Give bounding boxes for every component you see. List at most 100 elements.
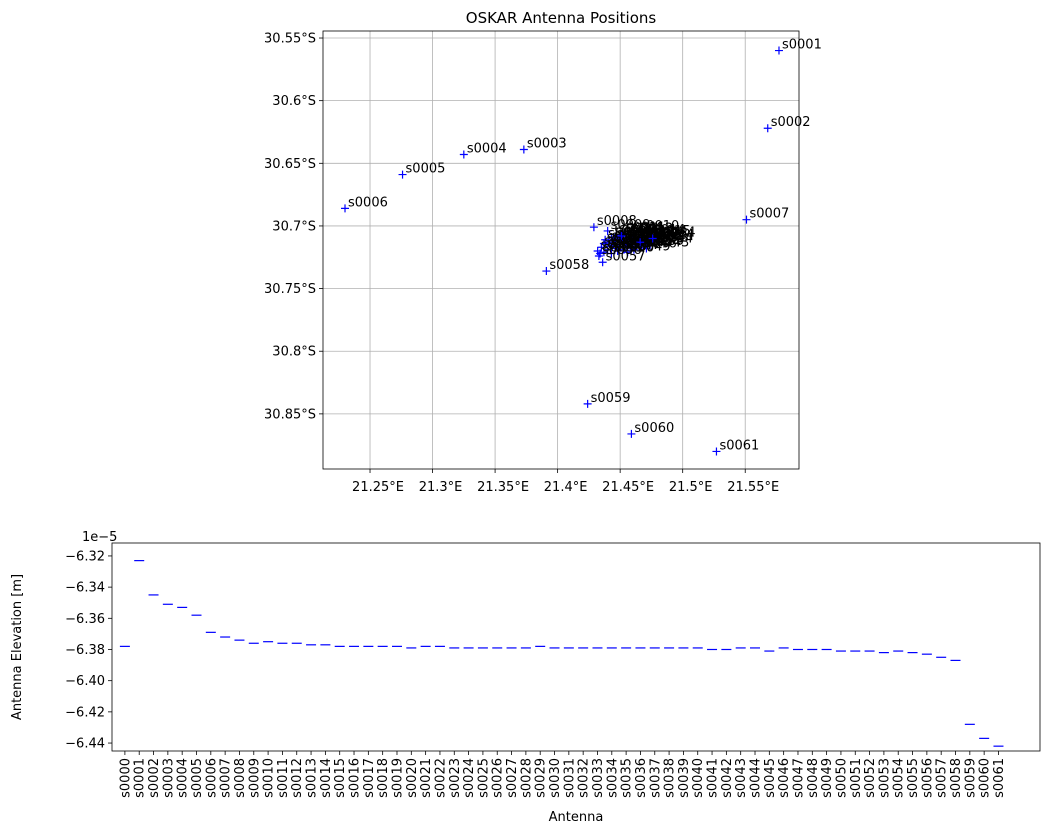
x-tick-label: s0043: [734, 758, 749, 798]
point-label: s0060: [634, 421, 674, 436]
x-tick-label: s0052: [863, 758, 878, 798]
point-label: s0015: [651, 224, 691, 239]
x-tick-label: s0053: [877, 758, 892, 798]
marker: [607, 249, 616, 258]
point-label: s0028: [642, 229, 682, 244]
x-tick-label: s0010: [262, 758, 277, 798]
x-tick-label: 21.25°E: [352, 480, 404, 495]
x-tick-label: s0006: [204, 758, 219, 798]
x-tick-label: s0037: [648, 758, 663, 798]
x-tick-label: s0022: [433, 758, 448, 798]
x-tick-label: s0059: [963, 758, 978, 798]
x-tick-label: s0017: [362, 758, 377, 798]
point-label: s0061: [719, 438, 759, 453]
marker: [599, 248, 608, 257]
marker: [542, 267, 551, 276]
point-label: s0056: [602, 243, 642, 258]
y-tick-label: 30.65°S: [264, 157, 316, 172]
x-tick-label: s0000: [118, 758, 133, 798]
x-tick-label: s0050: [834, 758, 849, 798]
x-tick-label: 21.55°E: [727, 480, 779, 495]
x-tick-label: s0025: [476, 758, 491, 798]
x-tick-label: s0002: [147, 758, 162, 798]
point-label: s0043: [649, 235, 689, 250]
marker: [642, 244, 651, 253]
x-tick-label: 21.5°E: [669, 480, 713, 495]
point-label: s0023: [648, 227, 688, 242]
point-label: s0006: [348, 195, 388, 210]
marker: [459, 150, 468, 159]
marker: [646, 240, 655, 249]
x-tick-label: s0048: [806, 758, 821, 798]
x-tick-label: s0004: [176, 758, 191, 798]
point-label: s0035: [629, 232, 669, 247]
y-offset-label: 1e−5: [82, 530, 117, 545]
point-label: s0010: [639, 219, 679, 234]
marker: [341, 204, 350, 213]
marker: [616, 241, 625, 250]
point-label: s0058: [549, 258, 589, 273]
x-tick-label: s0015: [333, 758, 348, 798]
x-tick-label: s0021: [419, 758, 434, 798]
x-tick-label: s0012: [290, 758, 305, 798]
point-label: s0020: [608, 227, 648, 242]
x-tick-label: s0041: [706, 758, 721, 798]
point-label: s0014: [646, 223, 686, 238]
marker: [742, 215, 751, 224]
point-label: s0008: [597, 214, 637, 229]
x-tick-label: s0045: [763, 758, 778, 798]
x-tick-label: 21.4°E: [544, 480, 588, 495]
x-tick-label: s0040: [691, 758, 706, 798]
y-tick-label: 30.8°S: [272, 345, 316, 360]
chart-title: OSKAR Antenna Positions: [466, 9, 657, 27]
x-tick-label: s0026: [491, 758, 506, 798]
y-tick-label: −6.36: [65, 612, 105, 627]
x-tick-label: s0044: [749, 758, 764, 798]
y-tick-label: −6.32: [65, 549, 105, 564]
x-tick-label: s0035: [620, 758, 635, 798]
x-tick-label: s0007: [219, 758, 234, 798]
x-tick-label: s0013: [305, 758, 320, 798]
x-tick-label: s0039: [677, 758, 692, 798]
y-tick-label: 30.6°S: [272, 94, 316, 109]
marker: [648, 234, 657, 243]
point-label: s0031: [647, 230, 687, 245]
y-tick-label: −6.38: [65, 643, 105, 658]
x-tick-label: s0016: [348, 758, 363, 798]
x-tick-label: s0023: [448, 758, 463, 798]
marker: [597, 243, 606, 252]
y-tick-label: −6.44: [65, 737, 105, 752]
marker: [583, 399, 592, 408]
point-label: s0054: [656, 225, 696, 240]
point-label: s0044: [627, 237, 667, 252]
point-label: s0012: [619, 222, 659, 237]
point-label: s0004: [467, 142, 507, 157]
x-tick-label: s0055: [906, 758, 921, 798]
point-label: s0055: [601, 238, 641, 253]
marker: [603, 226, 612, 235]
marker: [613, 247, 622, 256]
point-label: s0059: [591, 391, 631, 406]
marker: [593, 247, 602, 256]
point-label: s0011: [626, 220, 666, 235]
x-tick-label: s0056: [920, 758, 935, 798]
point-label: s0009: [611, 218, 651, 233]
point-label: s0040: [604, 234, 644, 249]
marker: [617, 231, 626, 240]
y-tick-label: 30.55°S: [264, 32, 316, 47]
x-tick-label: s0031: [562, 758, 577, 798]
x-tick-label: s0003: [161, 758, 176, 798]
x-tick-label: s0028: [519, 758, 534, 798]
y-tick-label: −6.40: [65, 674, 105, 689]
point-label: s0036: [639, 233, 679, 248]
x-tick-label: s0047: [791, 758, 806, 798]
marker: [632, 228, 641, 237]
x-tick-label: s0057: [935, 758, 950, 798]
point-label: s0048: [607, 239, 647, 254]
marker: [609, 235, 618, 244]
x-tick-label: s0049: [820, 758, 835, 798]
axes-frame: [111, 542, 1041, 752]
point-label: s0002: [771, 115, 811, 130]
x-tick-label: s0036: [634, 758, 649, 798]
